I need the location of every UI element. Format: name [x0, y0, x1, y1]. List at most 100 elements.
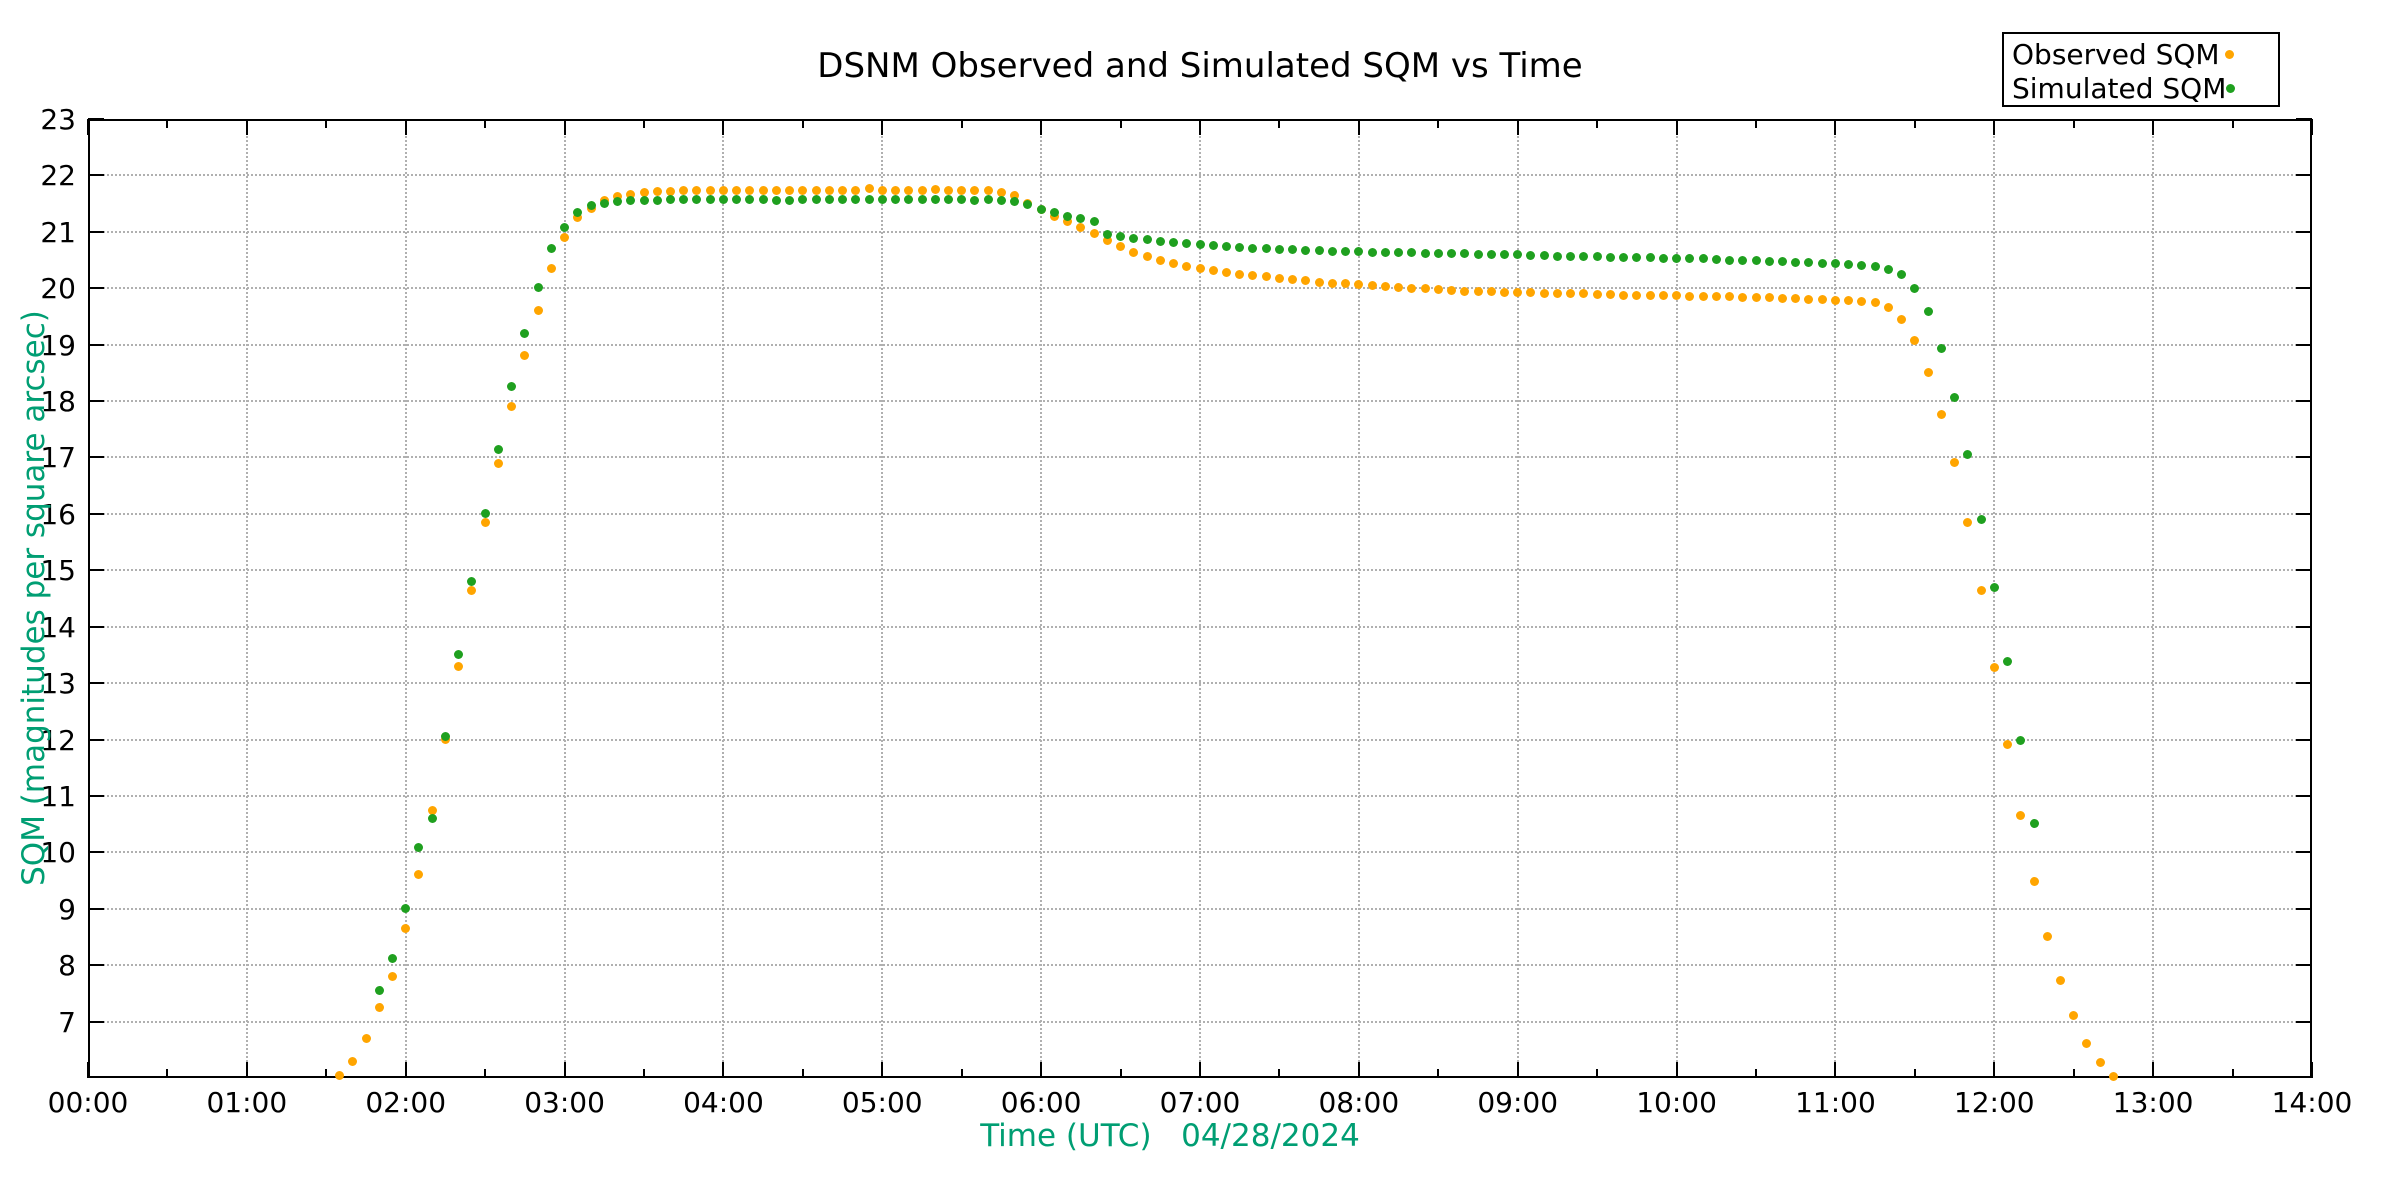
- data-point-observed: [1420, 284, 1430, 294]
- data-point-simulated: [1738, 255, 1748, 265]
- data-point-observed: [1367, 281, 1377, 291]
- x-tick-mark: [1278, 119, 1281, 128]
- y-tick-mark: [2296, 569, 2312, 572]
- data-point-observed: [679, 186, 689, 196]
- data-point-simulated: [1036, 204, 1046, 214]
- x-tick-label: 03:00: [524, 1086, 605, 1119]
- x-tick-mark: [1596, 119, 1599, 128]
- horizontal-gridline: [88, 512, 2312, 515]
- vertical-gridline: [1357, 119, 1360, 1078]
- x-tick-mark: [166, 1069, 169, 1078]
- x-tick-label: 12:00: [1953, 1086, 2035, 1119]
- data-point-simulated: [1460, 249, 1470, 259]
- data-point-simulated: [1102, 229, 1112, 239]
- data-point-observed: [1883, 302, 1893, 312]
- x-tick-mark: [484, 1069, 487, 1078]
- data-point-observed: [891, 185, 901, 195]
- data-point-observed: [1950, 458, 1960, 468]
- x-tick-mark: [1755, 119, 1757, 128]
- x-tick-mark: [1516, 1062, 1519, 1078]
- data-point-simulated: [414, 843, 424, 853]
- x-tick-label: 11:00: [1795, 1086, 1876, 1119]
- data-point-simulated: [771, 195, 781, 205]
- data-point-observed: [533, 306, 543, 316]
- data-point-observed: [454, 661, 464, 671]
- data-point-observed: [1499, 287, 1509, 297]
- x-tick-mark: [881, 119, 884, 135]
- data-point-simulated: [1777, 257, 1787, 267]
- x-tick-mark: [1834, 119, 1837, 135]
- data-point-simulated: [1208, 241, 1218, 251]
- data-point-observed: [1341, 279, 1351, 289]
- data-point-observed: [1208, 266, 1218, 276]
- data-point-observed: [1076, 222, 1086, 232]
- data-point-simulated: [1473, 249, 1483, 259]
- y-tick-mark: [88, 400, 104, 403]
- data-point-observed: [414, 870, 424, 880]
- data-point-observed: [1089, 229, 1099, 239]
- y-axis-label: SQM (magnitudes per square arcsec): [16, 310, 52, 886]
- data-point-observed: [387, 971, 397, 981]
- data-point-observed: [1473, 286, 1483, 296]
- y-tick-mark: [2296, 1020, 2312, 1023]
- data-point-simulated: [1910, 283, 1920, 293]
- x-tick-mark: [2311, 1062, 2313, 1078]
- chart-title: DSNM Observed and Simulated SQM vs Time: [817, 46, 1583, 86]
- y-tick-label: 10: [40, 836, 76, 870]
- x-tick-mark: [1040, 1062, 1043, 1078]
- x-tick-mark: [722, 119, 725, 135]
- data-point-observed: [1685, 291, 1695, 301]
- x-tick-mark: [404, 119, 407, 135]
- data-point-simulated: [798, 195, 808, 205]
- data-point-observed: [1777, 293, 1787, 303]
- data-point-simulated: [2029, 819, 2039, 829]
- y-tick-mark: [88, 287, 104, 290]
- data-point-observed: [507, 402, 517, 412]
- data-point-observed: [1460, 286, 1470, 296]
- data-point-observed: [1486, 287, 1496, 297]
- data-point-simulated: [401, 904, 411, 914]
- vertical-gridline: [722, 119, 725, 1078]
- y-tick-mark: [88, 794, 104, 797]
- legend: Observed SQM Simulated SQM: [2002, 32, 2280, 107]
- data-point-observed: [374, 1002, 384, 1012]
- data-point-observed: [1989, 662, 1999, 672]
- x-tick-mark: [325, 1069, 328, 1078]
- data-point-observed: [1976, 585, 1986, 595]
- x-tick-mark: [87, 119, 89, 135]
- data-point-simulated: [454, 650, 464, 660]
- data-point-observed: [2069, 1011, 2079, 1021]
- data-point-observed: [1248, 271, 1258, 281]
- data-point-simulated: [374, 986, 384, 996]
- data-point-observed: [1870, 298, 1880, 308]
- data-point-simulated: [533, 282, 543, 292]
- data-point-observed: [996, 187, 1006, 197]
- y-tick-label: 21: [40, 215, 76, 249]
- data-point-observed: [335, 1070, 345, 1080]
- y-tick-mark: [2296, 964, 2312, 967]
- vertical-gridline: [245, 119, 248, 1078]
- data-point-simulated: [573, 207, 583, 217]
- x-tick-mark: [1357, 119, 1360, 135]
- y-tick-mark: [88, 512, 104, 515]
- horizontal-gridline: [88, 569, 2312, 572]
- data-point-simulated: [1367, 247, 1377, 257]
- y-tick-mark: [2296, 682, 2312, 685]
- data-point-observed: [1725, 292, 1735, 302]
- x-tick-mark: [1913, 1069, 1916, 1078]
- data-point-simulated: [1486, 249, 1496, 259]
- x-tick-mark: [87, 1062, 89, 1078]
- data-point-observed: [877, 185, 887, 195]
- vertical-gridline: [404, 119, 407, 1078]
- y-tick-mark: [2296, 230, 2312, 233]
- data-point-simulated: [1394, 248, 1404, 258]
- data-point-observed: [1579, 289, 1589, 299]
- data-point-simulated: [1751, 256, 1761, 266]
- data-point-observed: [798, 185, 808, 195]
- data-point-simulated: [1327, 246, 1337, 256]
- data-point-simulated: [1672, 253, 1682, 263]
- data-point-observed: [1804, 295, 1814, 305]
- data-point-observed: [970, 186, 980, 196]
- y-tick-mark: [88, 738, 104, 741]
- y-tick-label: 8: [58, 949, 76, 983]
